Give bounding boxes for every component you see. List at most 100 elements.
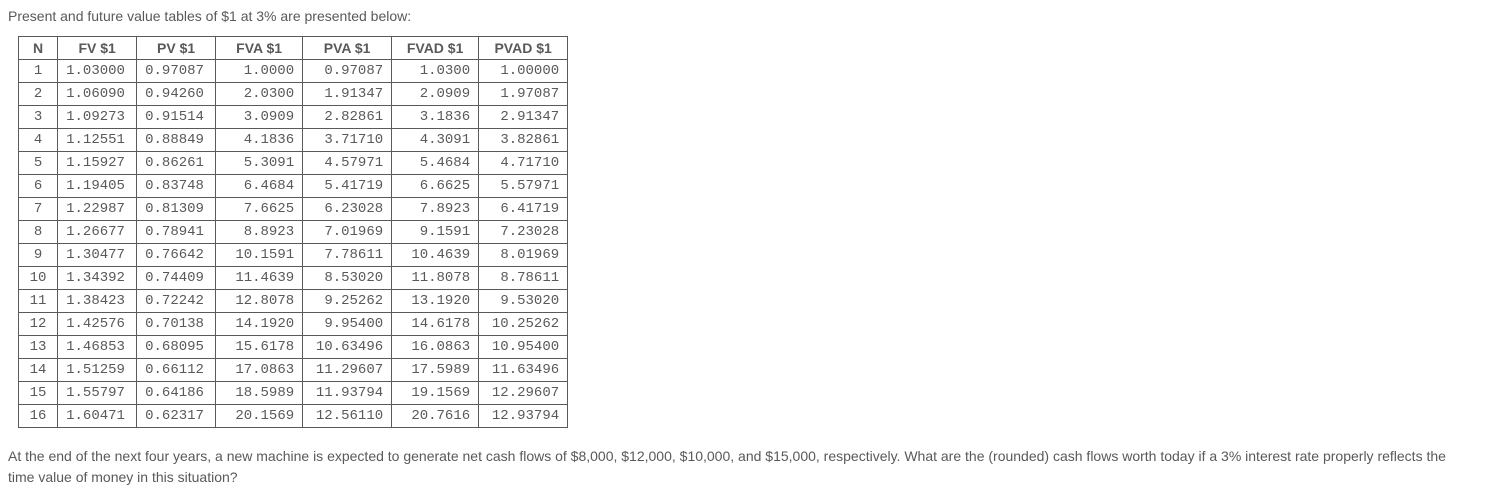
table-cell: 8 xyxy=(19,221,58,244)
table-cell: 10.25262 xyxy=(479,313,568,336)
table-cell: 9.1591 xyxy=(392,221,479,244)
table-cell: 5.57971 xyxy=(479,175,568,198)
table-row: 61.194050.837486.46845.417196.66255.5797… xyxy=(19,175,568,198)
table-cell: 3.0909 xyxy=(216,106,303,129)
table-cell: 6.6625 xyxy=(392,175,479,198)
table-cell: 4.3091 xyxy=(392,129,479,152)
table-cell: 1.42576 xyxy=(58,313,137,336)
table-cell: 6 xyxy=(19,175,58,198)
table-cell: 8.8923 xyxy=(216,221,303,244)
table-cell: 2 xyxy=(19,83,58,106)
table-cell: 0.97087 xyxy=(137,60,216,83)
table-cell: 13.1920 xyxy=(392,290,479,313)
table-row: 21.060900.942602.03001.913472.09091.9708… xyxy=(19,83,568,106)
table-cell: 0.97087 xyxy=(303,60,392,83)
table-cell: 11.93794 xyxy=(303,382,392,405)
col-header-pva: PVA $1 xyxy=(303,37,392,60)
table-row: 111.384230.7224212.80789.2526213.19209.5… xyxy=(19,290,568,313)
table-cell: 0.94260 xyxy=(137,83,216,106)
table-cell: 8.78611 xyxy=(479,267,568,290)
table-cell: 13 xyxy=(19,336,58,359)
table-row: 11.030000.970871.00000.970871.03001.0000… xyxy=(19,60,568,83)
table-cell: 12 xyxy=(19,313,58,336)
table-cell: 10.4639 xyxy=(392,244,479,267)
table-cell: 1.34392 xyxy=(58,267,137,290)
intro-text: Present and future value tables of $1 at… xyxy=(8,8,1479,24)
table-cell: 3 xyxy=(19,106,58,129)
table-cell: 7.8923 xyxy=(392,198,479,221)
table-cell: 0.74409 xyxy=(137,267,216,290)
table-cell: 8.53020 xyxy=(303,267,392,290)
table-cell: 0.86261 xyxy=(137,152,216,175)
table-cell: 14.1920 xyxy=(216,313,303,336)
table-cell: 4 xyxy=(19,129,58,152)
table-cell: 0.64186 xyxy=(137,382,216,405)
table-cell: 1.60471 xyxy=(58,405,137,428)
table-cell: 1.12551 xyxy=(58,129,137,152)
table-cell: 1.06090 xyxy=(58,83,137,106)
table-cell: 15.6178 xyxy=(216,336,303,359)
table-row: 31.092730.915143.09092.828613.18362.9134… xyxy=(19,106,568,129)
table-cell: 1.0000 xyxy=(216,60,303,83)
table-cell: 0.88849 xyxy=(137,129,216,152)
table-cell: 3.82861 xyxy=(479,129,568,152)
table-cell: 17.5989 xyxy=(392,359,479,382)
table-row: 81.266770.789418.89237.019699.15917.2302… xyxy=(19,221,568,244)
table-cell: 6.4684 xyxy=(216,175,303,198)
table-row: 161.604710.6231720.156912.5611020.761612… xyxy=(19,405,568,428)
table-cell: 20.1569 xyxy=(216,405,303,428)
table-cell: 0.81309 xyxy=(137,198,216,221)
col-header-pv: PV $1 xyxy=(137,37,216,60)
table-cell: 12.8078 xyxy=(216,290,303,313)
table-row: 101.343920.7440911.46398.5302011.80788.7… xyxy=(19,267,568,290)
table-cell: 0.91514 xyxy=(137,106,216,129)
table-cell: 6.41719 xyxy=(479,198,568,221)
table-cell: 12.29607 xyxy=(479,382,568,405)
table-cell: 11.63496 xyxy=(479,359,568,382)
table-cell: 14.6178 xyxy=(392,313,479,336)
table-cell: 0.70138 xyxy=(137,313,216,336)
table-cell: 1.22987 xyxy=(58,198,137,221)
table-cell: 1.00000 xyxy=(479,60,568,83)
table-cell: 1.91347 xyxy=(303,83,392,106)
table-cell: 8.01969 xyxy=(479,244,568,267)
table-cell: 0.68095 xyxy=(137,336,216,359)
table-cell: 18.5989 xyxy=(216,382,303,405)
table-cell: 0.66112 xyxy=(137,359,216,382)
table-cell: 12.56110 xyxy=(303,405,392,428)
table-cell: 16.0863 xyxy=(392,336,479,359)
table-cell: 2.0300 xyxy=(216,83,303,106)
table-cell: 2.91347 xyxy=(479,106,568,129)
table-cell: 7.01969 xyxy=(303,221,392,244)
table-cell: 9.25262 xyxy=(303,290,392,313)
question-text: At the end of the next four years, a new… xyxy=(8,446,1468,488)
table-cell: 7 xyxy=(19,198,58,221)
col-header-fv: FV $1 xyxy=(58,37,137,60)
table-cell: 1.55797 xyxy=(58,382,137,405)
table-cell: 3.1836 xyxy=(392,106,479,129)
col-header-pvad: PVAD $1 xyxy=(479,37,568,60)
table-row: 91.304770.7664210.15917.7861110.46398.01… xyxy=(19,244,568,267)
table-cell: 5.3091 xyxy=(216,152,303,175)
col-header-fva: FVA $1 xyxy=(216,37,303,60)
table-cell: 2.82861 xyxy=(303,106,392,129)
table-row: 121.425760.7013814.19209.9540014.617810.… xyxy=(19,313,568,336)
table-row: 141.512590.6611217.086311.2960717.598911… xyxy=(19,359,568,382)
table-cell: 1.15927 xyxy=(58,152,137,175)
table-cell: 11 xyxy=(19,290,58,313)
table-row: 71.229870.813097.66256.230287.89236.4171… xyxy=(19,198,568,221)
table-cell: 3.71710 xyxy=(303,129,392,152)
table-cell: 17.0863 xyxy=(216,359,303,382)
table-cell: 20.7616 xyxy=(392,405,479,428)
table-cell: 0.76642 xyxy=(137,244,216,267)
table-cell: 4.57971 xyxy=(303,152,392,175)
table-cell: 7.6625 xyxy=(216,198,303,221)
table-cell: 1.46853 xyxy=(58,336,137,359)
table-cell: 9 xyxy=(19,244,58,267)
table-cell: 2.0909 xyxy=(392,83,479,106)
table-cell: 19.1569 xyxy=(392,382,479,405)
table-cell: 5.41719 xyxy=(303,175,392,198)
table-cell: 1.03000 xyxy=(58,60,137,83)
table-header-row: N FV $1 PV $1 FVA $1 PVA $1 FVAD $1 PVAD… xyxy=(19,37,568,60)
table-cell: 7.78611 xyxy=(303,244,392,267)
